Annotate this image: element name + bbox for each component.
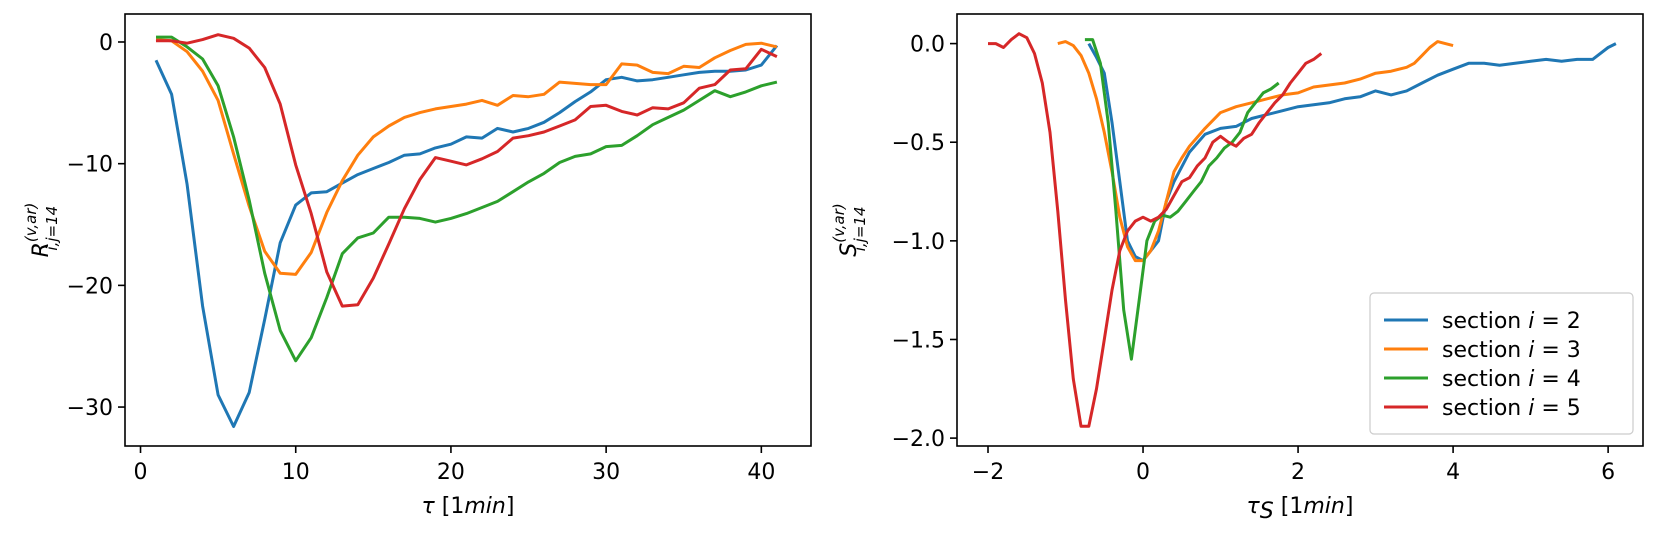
right-chart: −2 0 2 4 6 0.0 −0.5 −1.0 −1.5 −2.0 τS [1min] S(v,…	[830, 13, 1644, 524]
y-tick-label: −30	[67, 396, 113, 421]
legend-box	[1369, 292, 1634, 435]
y-tick-label: −0.5	[892, 131, 945, 156]
legend-entry: section i = 5	[1384, 396, 1581, 421]
x-tick-label: 0	[134, 460, 148, 485]
y-tick-label: 0.0	[910, 33, 945, 58]
x-tick-label: 0	[1136, 460, 1150, 485]
svg-text:section i = 3: section i = 3	[1442, 338, 1581, 363]
x-tick-label: 4	[1446, 460, 1460, 485]
y-tick-label: −1.5	[892, 328, 945, 353]
svg-text:τ [1min]: τ [1min]	[422, 494, 515, 519]
legend-entry: section i = 3	[1384, 338, 1581, 363]
right-y-axis-label: S(v,ar) i,j=14	[830, 203, 869, 256]
right-plot-frame	[956, 13, 1644, 447]
x-tick-label: 10	[282, 460, 310, 485]
legend-entry: section i = 2	[1384, 309, 1581, 334]
svg-text:section i = 2: section i = 2	[1442, 309, 1581, 334]
left-x-axis-label: τ [1min]	[422, 494, 515, 519]
x-tick-label: −2	[972, 460, 1004, 485]
series-line-2	[1087, 42, 1617, 263]
series-line-3	[1057, 40, 1454, 263]
series-line-4	[1084, 38, 1280, 361]
series-line-4	[156, 35, 778, 363]
y-tick-label: 0	[99, 31, 113, 56]
x-tick-label: 20	[437, 460, 465, 485]
series-line-3	[155, 38, 778, 276]
y-tick-label: −1.0	[892, 230, 945, 255]
x-tick-label: 6	[1601, 460, 1615, 485]
left-y-axis-label: R(v,ar) i,j=14	[22, 203, 61, 258]
y-tick-label: −20	[67, 274, 113, 299]
svg-text:section i = 5: section i = 5	[1442, 396, 1581, 421]
left-chart: 0 10 20 30 40 0 −10 −20 −30 τ [1min] R(v,ar) i,j=…	[22, 13, 812, 519]
x-tick-label: 30	[592, 460, 620, 485]
legend-entry: section i = 4	[1384, 367, 1581, 392]
series-line-2	[154, 44, 779, 428]
series-line-5	[988, 32, 1323, 428]
y-tick-label: −2.0	[892, 427, 945, 452]
svg-text:R(v,ar)i,j=14: R(v,ar) i,j=14	[22, 203, 61, 258]
left-plot-frame	[124, 13, 812, 447]
svg-text:τS [1min]: τS [1min]	[1247, 494, 1354, 524]
x-tick-label: 40	[747, 460, 775, 485]
series-line-5	[156, 33, 778, 308]
right-x-axis-label: τS [1min]	[1247, 494, 1354, 524]
y-tick-label: −10	[67, 153, 113, 178]
svg-text:S(v,ar)i,j=14: S(v,ar) i,j=14	[830, 203, 869, 256]
legend: section i = 2 section i = 3 section i = …	[1369, 292, 1634, 435]
x-tick-label: 2	[1291, 460, 1305, 485]
svg-text:section i = 4: section i = 4	[1442, 367, 1581, 392]
